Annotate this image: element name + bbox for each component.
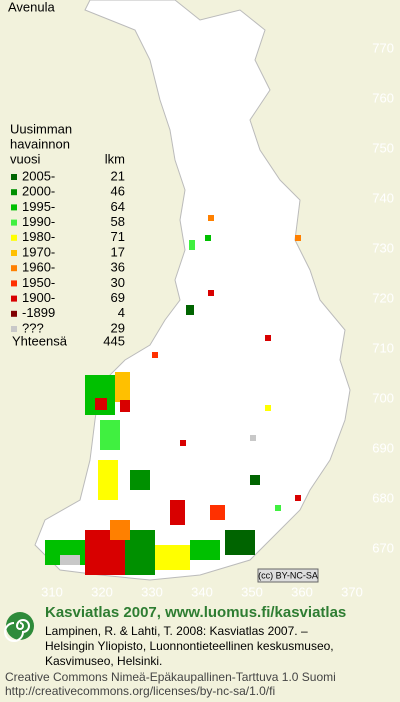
citation-line: Kasvimuseo, Helsinki. [45, 654, 162, 668]
y-grid-label: 720 [372, 290, 394, 305]
license-line: Creative Commons Nimeä-Epäkaupallinen-Ta… [5, 670, 336, 684]
legend-label: -1899 [22, 305, 55, 320]
legend-count: 4 [118, 305, 125, 320]
legend-count: 29 [111, 320, 125, 335]
x-grid-label: 360 [291, 584, 313, 599]
legend-label: 1980- [22, 229, 55, 244]
legend-swatch [11, 250, 17, 256]
legend-label: 1950- [22, 275, 55, 290]
legend-swatch [11, 204, 17, 211]
license-badge: (cc) BY-NC-SA [258, 570, 318, 580]
legend-header: Uusimman [10, 121, 72, 136]
legend-count: 30 [111, 275, 125, 290]
y-grid-label: 740 [372, 190, 394, 205]
observation-squares [45, 215, 301, 575]
legend-swatch [11, 189, 17, 196]
y-grid-label: 760 [372, 90, 394, 105]
license-line: http://creativecommons.org/licenses/by-n… [5, 684, 275, 698]
legend-count: 69 [111, 290, 125, 305]
legend-total: 445 [103, 333, 125, 348]
legend-swatch [11, 234, 17, 241]
legend-swatch [11, 295, 17, 302]
x-grid-label: 350 [241, 584, 263, 599]
legend-swatch [11, 310, 17, 317]
legend-swatch [11, 265, 17, 272]
legend-total-label: Yhteensä [12, 333, 68, 348]
citation-line: Helsingin Yliopisto, Luonnontieteellinen… [45, 639, 334, 653]
y-grid-label: 690 [372, 440, 394, 455]
y-grid-label: 710 [372, 340, 394, 355]
x-grid-label: 340 [191, 584, 213, 599]
y-grid-label: 750 [372, 140, 394, 155]
y-grid-label: 700 [372, 390, 394, 405]
legend-swatch [11, 219, 17, 226]
legend-label: 1970- [22, 244, 55, 259]
legend-label: 2000- [22, 184, 55, 199]
legend-count: 64 [111, 199, 125, 214]
legend-count: 58 [111, 214, 125, 229]
legend-count: 71 [111, 229, 125, 244]
map-title: Avenula [8, 0, 56, 14]
y-grid-label: 680 [372, 490, 394, 505]
legend-swatch [11, 174, 17, 180]
legend-header: havainnon [10, 136, 70, 151]
y-grid-label: 730 [372, 240, 394, 255]
legend-count: 17 [111, 244, 125, 259]
footer-heading: Kasviatlas 2007, www.luomus.fi/kasviatla… [45, 604, 346, 621]
x-grid-label: 370 [341, 584, 363, 599]
legend-count: 21 [111, 168, 125, 183]
legend-label: 1900- [22, 290, 55, 305]
y-grid-label: 770 [372, 40, 394, 55]
legend-count: 46 [111, 184, 125, 199]
legend-header: vuosi [10, 151, 40, 166]
license-badge-box [257, 568, 319, 583]
legend-label: 1990- [22, 214, 55, 229]
logo [4, 612, 34, 642]
citation-line: Lampinen, R. & Lahti, T. 2008: Kasviatla… [45, 624, 308, 638]
legend-label: 2005- [22, 168, 55, 183]
legend-count-header: lkm [105, 151, 125, 166]
legend-count: 36 [111, 260, 125, 275]
legend-label: ??? [22, 320, 44, 335]
legend-label: 1995- [22, 199, 55, 214]
x-grid-label: 310 [41, 584, 63, 599]
x-grid-label: 320 [91, 584, 113, 599]
legend-swatch [11, 326, 17, 332]
legend-label: 1960- [22, 260, 55, 275]
y-grid-label: 670 [372, 540, 394, 555]
legend-swatch [11, 280, 17, 287]
x-grid-label: 330 [141, 584, 163, 599]
